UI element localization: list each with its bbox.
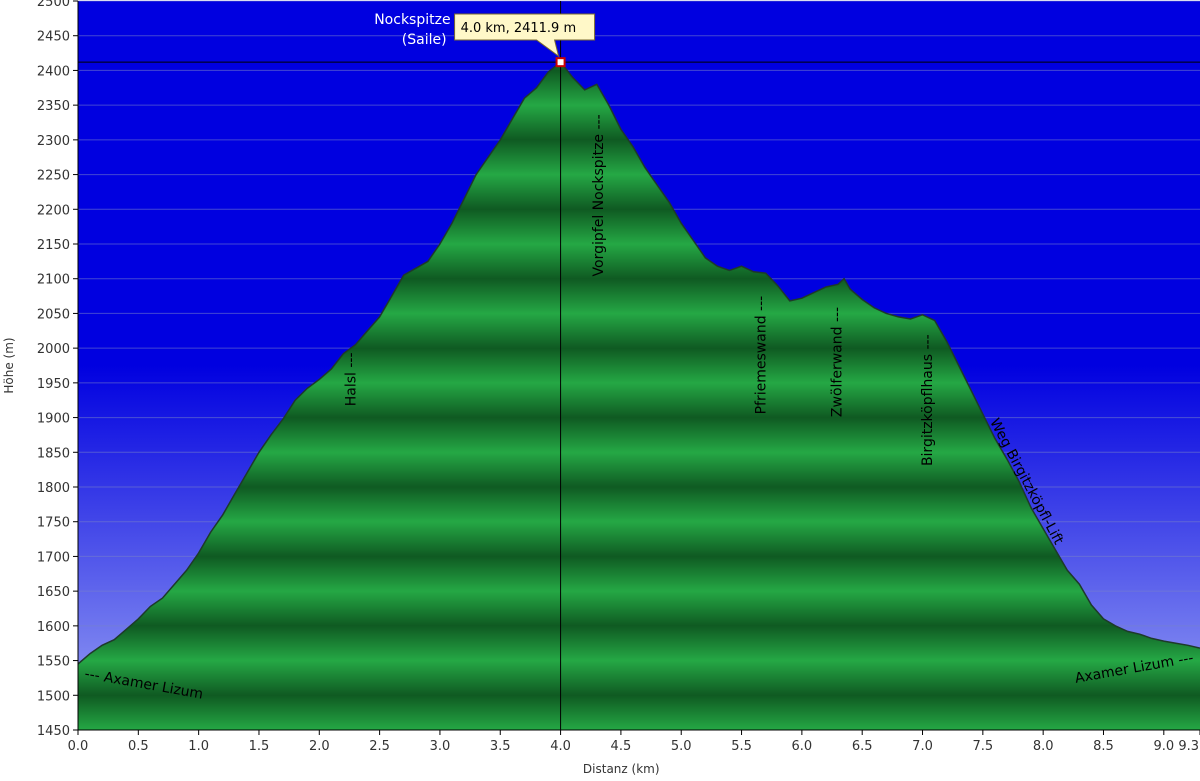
x-tick-label: 4.0 — [550, 739, 571, 754]
y-tick-label: 2400 — [37, 64, 70, 79]
y-tick-label: 2350 — [37, 99, 70, 114]
y-tick-label: 1750 — [37, 516, 70, 531]
x-tick-label: 5.0 — [671, 739, 692, 754]
peak-label-subname: (Saile) — [402, 32, 447, 48]
x-tick-label: 1.0 — [188, 739, 209, 754]
y-tick-label: 2050 — [37, 307, 70, 322]
x-tick-label: 4.5 — [611, 739, 632, 754]
y-tick-label: 2200 — [37, 203, 70, 218]
x-tick-label: 7.5 — [972, 739, 993, 754]
y-tick-label: 2500 — [37, 0, 70, 10]
y-tick-label: 1600 — [37, 620, 70, 635]
tooltip-text: 4.0 km, 2411.9 m — [461, 21, 577, 36]
x-axis-title: Distanz (km) — [583, 762, 660, 776]
y-tick-label: 1850 — [37, 446, 70, 461]
poi-label: Zwölferwand --- — [830, 307, 846, 417]
tooltip: 4.0 km, 2411.9 m — [454, 13, 596, 58]
terrain-area — [77, 61, 1200, 730]
y-tick-label: 2450 — [37, 30, 70, 45]
poi-label: Vorgipfel Nockspitze --- — [591, 114, 607, 276]
y-tick-label: 1950 — [37, 377, 70, 392]
x-tick-label: 1.5 — [249, 739, 270, 754]
y-tick-label: 2000 — [37, 342, 70, 357]
x-tick-label: 9.0 — [1153, 739, 1174, 754]
x-tick-label: 2.5 — [369, 739, 390, 754]
y-tick-label: 1500 — [37, 689, 70, 704]
y-tick-label: 1800 — [37, 481, 70, 496]
x-tick-label: 8.0 — [1033, 739, 1054, 754]
x-tick-label: 0.5 — [128, 739, 149, 754]
peak-label-name: Nockspitze — [374, 12, 450, 28]
peak-marker — [555, 57, 566, 68]
y-axis-title: Höhe (m) — [2, 337, 16, 393]
y-tick-label: 1650 — [37, 585, 70, 600]
axes: 1450 1500 1550 1600 1650 1700 1750 1800 1850 1900… — [37, 0, 1200, 754]
x-tick-label: 6.5 — [852, 739, 873, 754]
terrain-outline — [77, 61, 1200, 665]
tooltip-box — [454, 13, 596, 58]
y-tick-label: 2250 — [37, 169, 70, 184]
x-tick-label: 8.5 — [1093, 739, 1114, 754]
y-tick-label: 2300 — [37, 134, 70, 149]
x-tick-label: 2.0 — [309, 739, 330, 754]
y-tick-label: 1700 — [37, 550, 70, 565]
x-tick-label: 7.0 — [912, 739, 933, 754]
x-tick-label: 9.3 — [1178, 739, 1199, 754]
y-tick-label: 1900 — [37, 412, 70, 427]
y-tick-label: 1550 — [37, 655, 70, 670]
crosshair — [78, 1, 1200, 730]
terrain-fill — [78, 62, 1200, 730]
x-tick-label: 5.5 — [731, 739, 752, 754]
x-tick-label: 3.5 — [490, 739, 511, 754]
x-tick-label: 6.0 — [792, 739, 813, 754]
poi-label: Halsl --- — [344, 353, 360, 407]
y-tick-label: 2100 — [37, 273, 70, 288]
poi-label: Birgitzköpflhaus --- — [920, 334, 936, 466]
x-tick-label: 0.0 — [68, 739, 89, 754]
y-tick-label: 2150 — [37, 238, 70, 253]
x-tick-label: 3.0 — [430, 739, 451, 754]
poi-label: Pfriemeswand --- — [754, 296, 770, 415]
y-tick-label: 1450 — [37, 724, 70, 739]
